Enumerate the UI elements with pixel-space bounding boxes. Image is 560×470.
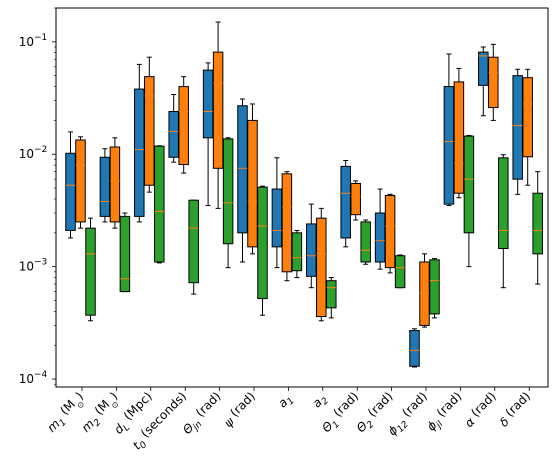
box-series1-cat14: [512, 68, 523, 195]
box-body: [522, 77, 533, 158]
box-series2-cat4: [178, 76, 189, 174]
box-series2-cat6: [247, 103, 258, 255]
box-group: [65, 21, 543, 368]
box-series1-cat11: [409, 328, 420, 368]
box-series2-cat3: [144, 56, 155, 193]
box-series2-cat13: [488, 43, 499, 121]
box-body: [212, 51, 224, 169]
box-series3-cat7: [291, 229, 303, 279]
box-body: [202, 69, 214, 139]
box-body: [247, 119, 258, 248]
box-body: [350, 182, 361, 216]
y-tick-exponent: −1: [34, 33, 47, 43]
box-series2-cat1: [75, 136, 86, 229]
box-body: [384, 194, 396, 269]
box-series3-cat10: [394, 254, 406, 289]
box-body: [281, 173, 293, 273]
box-series2-cat12: [453, 67, 465, 199]
box-series2-cat14: [522, 68, 533, 186]
box-series2-cat5: [212, 21, 224, 209]
box-body: [443, 86, 455, 205]
plot-frame: [55, 7, 549, 388]
box-series3-cat4: [188, 199, 199, 295]
box-series1-cat13: [478, 46, 489, 117]
y-tick-label: 10: [19, 147, 34, 161]
box-series2-cat8: [316, 207, 327, 322]
box-body: [75, 139, 86, 223]
box-series3-cat12: [463, 134, 475, 268]
box-body: [257, 186, 268, 300]
box-series3-cat14: [532, 171, 543, 285]
box-series3-cat9: [360, 219, 371, 265]
box-body: [340, 165, 351, 239]
box-series2-cat10: [384, 193, 396, 274]
box-body: [463, 135, 475, 234]
box-series3-cat2: [119, 212, 131, 293]
y-tick-exponent: −4: [34, 370, 48, 380]
y-tick-label: 10: [19, 35, 34, 49]
box-body: [512, 75, 523, 180]
box-body: [374, 212, 386, 263]
y-tick-exponent: −3: [34, 258, 47, 268]
box-body: [144, 76, 155, 186]
y-axis: 10−410−310−210−1: [19, 7, 56, 386]
box-body: [532, 192, 543, 255]
box-body: [154, 145, 165, 263]
box-series3-cat13: [498, 154, 509, 289]
box-series2-cat2: [109, 137, 121, 229]
box-body: [316, 217, 327, 318]
box-body: [453, 81, 465, 194]
box-series1-cat4: [168, 94, 179, 163]
box-body: [478, 51, 489, 86]
box-body: [326, 280, 337, 309]
box-body: [237, 105, 248, 234]
box-body: [65, 152, 76, 231]
box-series3-cat1: [85, 217, 96, 322]
box-body: [188, 199, 199, 284]
box-body: [488, 56, 499, 109]
box-body: [360, 221, 371, 263]
box-body: [409, 330, 420, 367]
box-series1-cat2: [99, 148, 111, 223]
box-body: [271, 188, 283, 248]
box-series3-cat11: [429, 258, 440, 319]
box-series2-cat11: [419, 253, 430, 328]
box-body: [178, 86, 189, 166]
box-series1-cat9: [340, 159, 351, 248]
box-series3-cat5: [222, 137, 234, 269]
box-body: [109, 146, 121, 223]
box-series3-cat6: [257, 185, 268, 316]
box-series2-cat9: [350, 180, 361, 221]
box-body: [498, 157, 509, 250]
box-body: [222, 138, 234, 245]
box-body: [429, 259, 440, 315]
y-tick-label: 10: [19, 260, 34, 274]
box-body: [119, 215, 131, 293]
y-tick-exponent: −2: [34, 145, 47, 155]
box-body: [306, 223, 317, 277]
box-body: [99, 156, 111, 217]
y-tick-label: 10: [19, 372, 34, 386]
box-series3-cat3: [154, 145, 165, 264]
box-series2-cat7: [281, 171, 293, 282]
box-body: [85, 227, 96, 316]
box-series3-cat8: [326, 277, 337, 319]
box-body: [134, 88, 145, 217]
box-body: [394, 255, 406, 289]
box-body: [168, 111, 179, 158]
box-body: [291, 232, 303, 272]
